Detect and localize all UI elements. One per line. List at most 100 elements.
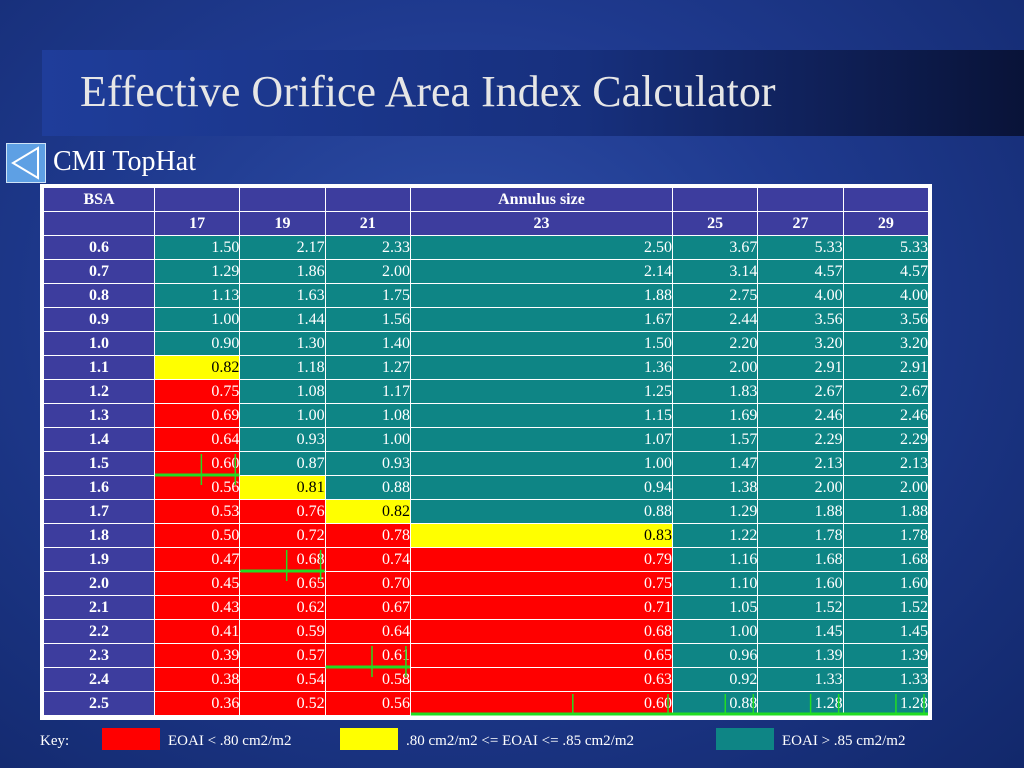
- table-body: 0.6 1.50 2.17 2.33 2.50 3.67 5.33 5.33 0.7 1.29 1.…: [44, 236, 928, 715]
- eoai-cell: 3.14: [673, 260, 758, 283]
- eoai-cell: 1.07: [410, 428, 673, 451]
- bsa-row-header: 1.3: [44, 404, 154, 427]
- eoai-cell: 1.52: [758, 596, 843, 619]
- eoai-cell: 1.45: [758, 620, 843, 643]
- eoai-cell: 1.22: [673, 524, 758, 547]
- table-row: 0.6 1.50 2.17 2.33 2.50 3.67 5.33 5.33: [44, 236, 928, 259]
- key-swatch-yellow: [340, 728, 398, 750]
- eoai-cell: 2.50: [410, 236, 673, 259]
- table-row: 2.0 0.45 0.65 0.70 0.75 1.10 1.60 1.60: [44, 572, 928, 595]
- eoai-cell: 1.50: [410, 332, 673, 355]
- eoai-cell: 2.44: [673, 308, 758, 331]
- eoai-cell: 0.65: [410, 644, 673, 667]
- eoai-table-container: BSA Annulus size 17 19 21 23 25 27 29 0.…: [40, 184, 932, 720]
- eoai-cell: 0.88: [673, 692, 758, 715]
- eoai-cell: 0.67: [325, 596, 410, 619]
- eoai-cell: 1.68: [758, 548, 843, 571]
- table-row: 1.5 0.60 0.87 0.93 1.00 1.47 2.13 2.13: [44, 452, 928, 475]
- eoai-cell: 1.36: [410, 356, 673, 379]
- eoai-cell: 2.00: [673, 356, 758, 379]
- eoai-cell: 0.76: [240, 500, 325, 523]
- column-header: 29: [843, 212, 928, 235]
- eoai-cell: 2.00: [325, 260, 410, 283]
- bsa-row-header: 1.2: [44, 380, 154, 403]
- eoai-cell: 0.71: [410, 596, 673, 619]
- eoai-cell: 1.68: [843, 548, 928, 571]
- eoai-cell: 0.38: [155, 668, 240, 691]
- eoai-cell: 1.29: [673, 500, 758, 523]
- eoai-cell: 1.33: [758, 668, 843, 691]
- column-header: 23: [410, 212, 673, 235]
- bsa-row-header: 2.1: [44, 596, 154, 619]
- eoai-cell: 1.13: [155, 284, 240, 307]
- bsa-row-header: 2.4: [44, 668, 154, 691]
- table-row: 1.4 0.64 0.93 1.00 1.07 1.57 2.29 2.29: [44, 428, 928, 451]
- eoai-cell: 1.60: [843, 572, 928, 595]
- eoai-table: BSA Annulus size 17 19 21 23 25 27 29 0.…: [43, 187, 929, 716]
- eoai-cell: 1.39: [843, 644, 928, 667]
- eoai-cell: 1.69: [673, 404, 758, 427]
- table-row: 0.7 1.29 1.86 2.00 2.14 3.14 4.57 4.57: [44, 260, 928, 283]
- eoai-cell: 1.33: [843, 668, 928, 691]
- eoai-cell: 0.65: [240, 572, 325, 595]
- eoai-cell: 1.75: [325, 284, 410, 307]
- eoai-cell: 0.75: [410, 572, 673, 595]
- column-header: 21: [325, 212, 410, 235]
- eoai-cell: 0.93: [240, 428, 325, 451]
- eoai-cell: 0.82: [155, 356, 240, 379]
- eoai-cell: 0.45: [155, 572, 240, 595]
- bsa-row-header: 2.3: [44, 644, 154, 667]
- eoai-cell: 1.47: [673, 452, 758, 475]
- eoai-cell: 1.10: [673, 572, 758, 595]
- eoai-cell: 0.50: [155, 524, 240, 547]
- eoai-cell: 1.88: [410, 284, 673, 307]
- eoai-cell: 2.91: [843, 356, 928, 379]
- page-subtitle: CMI TopHat: [53, 146, 196, 177]
- back-button[interactable]: [6, 143, 46, 183]
- bsa-row-header: 0.6: [44, 236, 154, 259]
- bsa-row-header: 1.1: [44, 356, 154, 379]
- bsa-row-header: 2.5: [44, 692, 154, 715]
- column-header: 19: [240, 212, 325, 235]
- eoai-cell: 4.00: [843, 284, 928, 307]
- table-row: 1.7 0.53 0.76 0.82 0.88 1.29 1.88 1.88: [44, 500, 928, 523]
- eoai-cell: 0.87: [240, 452, 325, 475]
- eoai-cell: 1.15: [410, 404, 673, 427]
- eoai-cell: 1.63: [240, 284, 325, 307]
- column-header: 27: [758, 212, 843, 235]
- eoai-cell: 1.29: [155, 260, 240, 283]
- eoai-cell: 2.75: [673, 284, 758, 307]
- eoai-cell: 0.88: [325, 476, 410, 499]
- eoai-cell: 0.64: [155, 428, 240, 451]
- eoai-cell: 2.46: [843, 404, 928, 427]
- eoai-cell: 0.41: [155, 620, 240, 643]
- key-text-red: EOAI < .80 cm2/m2: [168, 733, 292, 749]
- bsa-row-header: 1.9: [44, 548, 154, 571]
- eoai-cell: 1.30: [240, 332, 325, 355]
- eoai-cell: 1.40: [325, 332, 410, 355]
- eoai-cell: 0.39: [155, 644, 240, 667]
- eoai-cell: 0.69: [155, 404, 240, 427]
- bsa-row-header: 2.2: [44, 620, 154, 643]
- eoai-cell: 0.56: [325, 692, 410, 715]
- bsa-header: BSA: [44, 188, 154, 211]
- eoai-cell: 2.14: [410, 260, 673, 283]
- eoai-cell: 0.74: [325, 548, 410, 571]
- eoai-cell: 2.67: [758, 380, 843, 403]
- eoai-cell: 0.53: [155, 500, 240, 523]
- eoai-cell: 1.57: [673, 428, 758, 451]
- eoai-cell: 3.20: [758, 332, 843, 355]
- bsa-row-header: 1.5: [44, 452, 154, 475]
- eoai-cell: 0.90: [155, 332, 240, 355]
- bsa-row-header: 0.8: [44, 284, 154, 307]
- key-text-teal: EOAI > .85 cm2/m2: [782, 733, 906, 749]
- eoai-cell: 2.00: [843, 476, 928, 499]
- eoai-cell: 1.86: [240, 260, 325, 283]
- eoai-cell: 0.75: [155, 380, 240, 403]
- eoai-cell: 0.70: [325, 572, 410, 595]
- table-row: 1.3 0.69 1.00 1.08 1.15 1.69 2.46 2.46: [44, 404, 928, 427]
- page-title: Effective Orifice Area Index Calculator: [80, 67, 776, 116]
- bsa-row-header: 1.7: [44, 500, 154, 523]
- eoai-cell: 0.88: [410, 500, 673, 523]
- eoai-cell: 1.00: [325, 428, 410, 451]
